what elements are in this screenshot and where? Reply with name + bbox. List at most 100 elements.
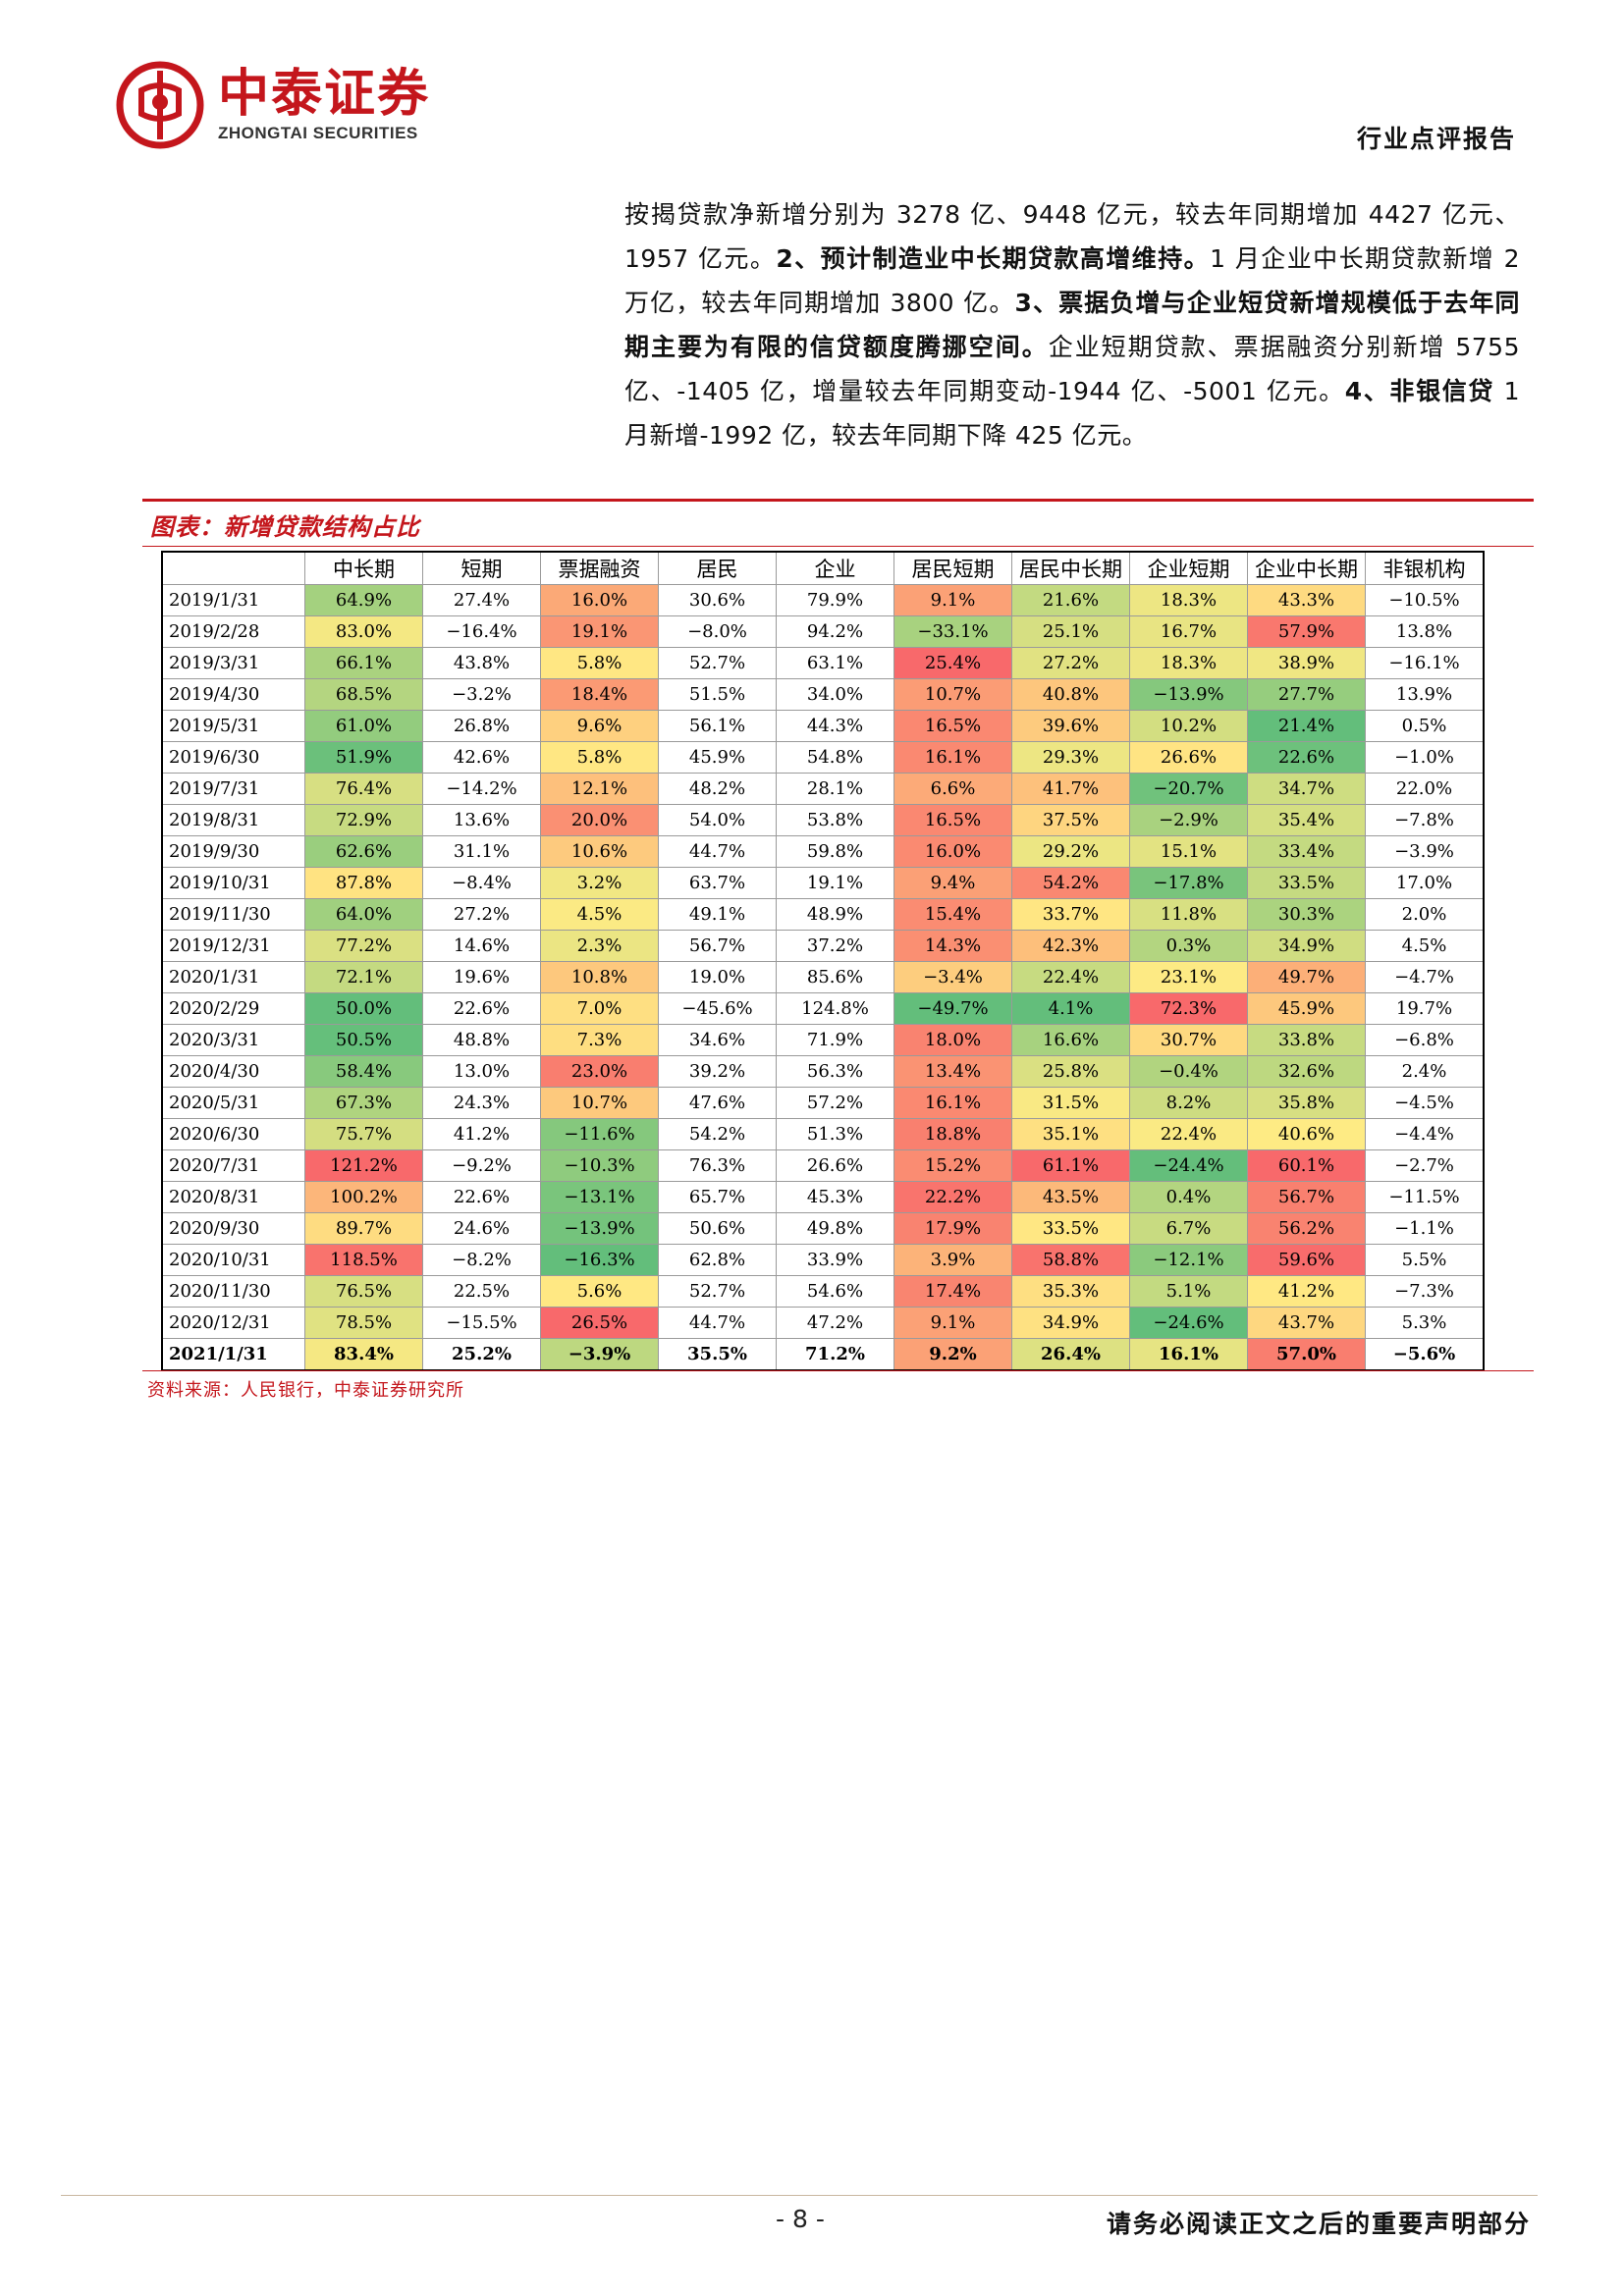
value-cell: 7.0% xyxy=(540,992,659,1025)
table-row: 2020/10/31 118.5% −8.2% −16.3% 62.8% 33.9% 3.9… xyxy=(161,1244,1485,1276)
value-cell: 50.0% xyxy=(304,992,423,1025)
table-row: 2019/12/31 77.2% 14.6% 2.3% 56.7% 37.2% 14.3% 4… xyxy=(161,930,1485,962)
value-cell: 25.4% xyxy=(893,647,1012,679)
value-cell: 2.4% xyxy=(1365,1055,1485,1088)
value-cell: 5.8% xyxy=(540,741,659,774)
body-text-bold: 2、预计制造业中长期贷款高增维持。 xyxy=(776,244,1211,273)
value-cell: 64.9% xyxy=(304,584,423,616)
value-cell: −49.7% xyxy=(893,992,1012,1025)
value-cell: −13.9% xyxy=(540,1212,659,1245)
table-row: 2019/4/30 68.5% −3.2% 18.4% 51.5% 34.0% 10.7% 4… xyxy=(161,678,1485,711)
value-cell: 13.4% xyxy=(893,1055,1012,1088)
value-cell: 27.7% xyxy=(1247,678,1366,711)
value-cell: 54.2% xyxy=(658,1118,777,1150)
value-cell: 47.6% xyxy=(658,1087,777,1119)
value-cell: −16.4% xyxy=(422,615,541,648)
value-cell: 94.2% xyxy=(776,615,894,648)
value-cell: 44.3% xyxy=(776,710,894,742)
date-cell: 2019/12/31 xyxy=(161,930,305,962)
date-cell: 2020/8/31 xyxy=(161,1181,305,1213)
value-cell: 6.6% xyxy=(893,773,1012,805)
value-cell: 58.4% xyxy=(304,1055,423,1088)
value-cell: 51.5% xyxy=(658,678,777,711)
value-cell: 56.3% xyxy=(776,1055,894,1088)
date-cell: 2020/12/31 xyxy=(161,1307,305,1339)
value-cell: 37.2% xyxy=(776,930,894,962)
date-cell: 2020/10/31 xyxy=(161,1244,305,1276)
date-cell: 2020/4/30 xyxy=(161,1055,305,1088)
value-cell: 33.9% xyxy=(776,1244,894,1276)
value-cell: 0.4% xyxy=(1129,1181,1248,1213)
header-cell: 非银机构 xyxy=(1365,551,1485,585)
header-cell: 居民 xyxy=(658,551,777,585)
value-cell: 83.4% xyxy=(304,1338,423,1371)
zhongtai-logo-icon xyxy=(116,61,204,149)
table-row: 2019/2/28 83.0% −16.4% 19.1% −8.0% 94.2% −33.1… xyxy=(161,615,1485,648)
value-cell: −3.4% xyxy=(893,961,1012,993)
value-cell: 9.1% xyxy=(893,1307,1012,1339)
value-cell: −13.9% xyxy=(1129,678,1248,711)
value-cell: 41.2% xyxy=(422,1118,541,1150)
value-cell: −9.2% xyxy=(422,1149,541,1182)
value-cell: 27.2% xyxy=(422,898,541,931)
date-cell: 2019/1/31 xyxy=(161,584,305,616)
value-cell: 4.5% xyxy=(540,898,659,931)
value-cell: 28.1% xyxy=(776,773,894,805)
value-cell: 2.3% xyxy=(540,930,659,962)
value-cell: −8.0% xyxy=(658,615,777,648)
value-cell: 9.6% xyxy=(540,710,659,742)
value-cell: 35.4% xyxy=(1247,804,1366,836)
date-cell: 2019/8/31 xyxy=(161,804,305,836)
value-cell: 45.9% xyxy=(658,741,777,774)
date-cell: 2020/2/29 xyxy=(161,992,305,1025)
value-cell: 38.9% xyxy=(1247,647,1366,679)
value-cell: −24.6% xyxy=(1129,1307,1248,1339)
value-cell: 72.3% xyxy=(1129,992,1248,1025)
value-cell: 48.9% xyxy=(776,898,894,931)
table-row: 2020/9/30 89.7% 24.6% −13.9% 50.6% 49.8% 17.9%… xyxy=(161,1212,1485,1245)
value-cell: 18.3% xyxy=(1129,584,1248,616)
value-cell: 100.2% xyxy=(304,1181,423,1213)
value-cell: 22.4% xyxy=(1011,961,1130,993)
value-cell: 6.7% xyxy=(1129,1212,1248,1245)
value-cell: 27.2% xyxy=(1011,647,1130,679)
value-cell: 25.1% xyxy=(1011,615,1130,648)
value-cell: 54.0% xyxy=(658,804,777,836)
value-cell: 26.6% xyxy=(776,1149,894,1182)
value-cell: 42.6% xyxy=(422,741,541,774)
figure-source: 资料来源：人民银行，中泰证券研究所 xyxy=(147,1380,464,1401)
body-text-part: 企业短期贷款、票据融资分别新增 5755 亿、-1405 亿，增量较去年同期变动… xyxy=(624,333,1520,405)
value-cell: 12.1% xyxy=(540,773,659,805)
value-cell: 22.6% xyxy=(422,992,541,1025)
header-cell: 企业中长期 xyxy=(1247,551,1366,585)
value-cell: 34.9% xyxy=(1247,930,1366,962)
table-row: 2020/5/31 67.3% 24.3% 10.7% 47.6% 57.2% 16.1% 3… xyxy=(161,1087,1485,1119)
value-cell: 22.0% xyxy=(1365,773,1485,805)
value-cell: 85.6% xyxy=(776,961,894,993)
body-paragraph: 按揭贷款净新增分别为 3278 亿、9448 亿元，较去年同期增加 4427 亿… xyxy=(624,192,1520,457)
table-row: 2020/3/31 50.5% 48.8% 7.3% 34.6% 71.9% 18.0% 16… xyxy=(161,1024,1485,1056)
value-cell: 22.6% xyxy=(422,1181,541,1213)
value-cell: 5.5% xyxy=(1365,1244,1485,1276)
value-cell: 71.2% xyxy=(776,1338,894,1371)
document-type-label: 行业点评报告 xyxy=(1356,125,1516,153)
date-cell: 2020/7/31 xyxy=(161,1149,305,1182)
value-cell: −13.1% xyxy=(540,1181,659,1213)
body-text-bold: 3、票据负增与企业短贷新增规模低于去年同期主要为有限的信贷额度腾挪空间。 xyxy=(624,289,1520,361)
value-cell: 4.5% xyxy=(1365,930,1485,962)
value-cell: −7.3% xyxy=(1365,1275,1485,1308)
date-cell: 2019/10/31 xyxy=(161,867,305,899)
value-cell: 76.5% xyxy=(304,1275,423,1308)
value-cell: −33.1% xyxy=(893,615,1012,648)
value-cell: 63.7% xyxy=(658,867,777,899)
value-cell: 35.8% xyxy=(1247,1087,1366,1119)
value-cell: 62.6% xyxy=(304,835,423,868)
value-cell: 83.0% xyxy=(304,615,423,648)
value-cell: 52.7% xyxy=(658,647,777,679)
value-cell: 52.7% xyxy=(658,1275,777,1308)
table-row: 2019/5/31 61.0% 26.8% 9.6% 56.1% 44.3% 16.5% 39… xyxy=(161,710,1485,742)
value-cell: 16.6% xyxy=(1011,1024,1130,1056)
header-cell: 短期 xyxy=(422,551,541,585)
body-text-part: 按揭贷款净新增分别为 3278 亿、9448 亿元，较去年同期增加 4427 亿… xyxy=(624,200,1520,273)
value-cell: 10.7% xyxy=(893,678,1012,711)
